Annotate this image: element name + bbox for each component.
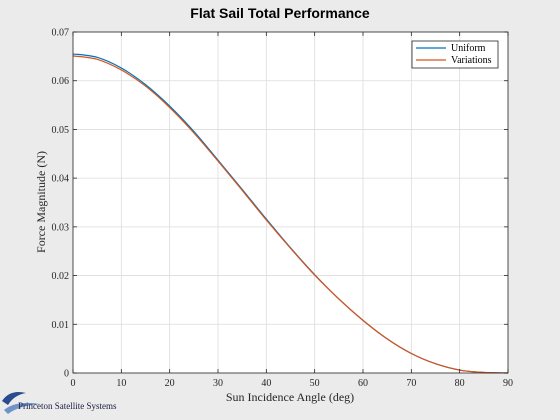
x-tick-label: 10	[116, 378, 126, 389]
y-tick-label: 0.01	[52, 320, 70, 331]
x-tick-label: 90	[503, 378, 513, 389]
legend-box	[411, 40, 499, 69]
tick-labels: 0 10 20 30 40 50 60 70 80 90 0 0.01 0.02 0.03 0.04 0.05…	[52, 28, 514, 390]
x-tick-label: 40	[261, 378, 271, 389]
x-tick-label: 30	[213, 378, 223, 389]
logo-swoosh-icon	[2, 392, 26, 405]
y-axis-label: Force Magnitude (N)	[34, 151, 48, 253]
x-tick-label: 70	[406, 378, 416, 389]
x-axis-label: Sun Incidence Angle (deg)	[226, 390, 354, 404]
logo-text: Princeton Satellite Systems	[18, 401, 117, 411]
x-tick-label: 0	[71, 378, 76, 389]
x-tick-label: 80	[455, 378, 465, 389]
ticks	[72, 31, 509, 374]
y-tick-label: 0.04	[52, 174, 70, 185]
logo-swoosh-secondary-icon	[4, 402, 40, 414]
legend-label-variations: Variations	[451, 55, 492, 66]
chart-title: Flat Sail Total Performance	[190, 5, 370, 21]
series-lines	[72, 53, 509, 374]
y-tick-label: 0.02	[52, 271, 70, 282]
x-tick-label: 20	[165, 378, 175, 389]
y-tick-label: 0.03	[52, 222, 70, 233]
y-tick-label: 0.06	[52, 76, 70, 87]
y-tick-label: 0.05	[52, 125, 70, 136]
plot-frame	[72, 31, 509, 374]
company-logo: Princeton Satellite Systems	[2, 392, 117, 414]
y-tick-label: 0	[64, 369, 69, 380]
plot-area	[73, 32, 508, 373]
series-line-variations	[72, 55, 509, 374]
legend: Uniform Variations	[411, 40, 499, 69]
legend-label-uniform: Uniform	[451, 43, 486, 54]
y-tick-label: 0.07	[52, 28, 70, 39]
x-tick-label: 50	[310, 378, 320, 389]
x-tick-label: 60	[358, 378, 368, 389]
